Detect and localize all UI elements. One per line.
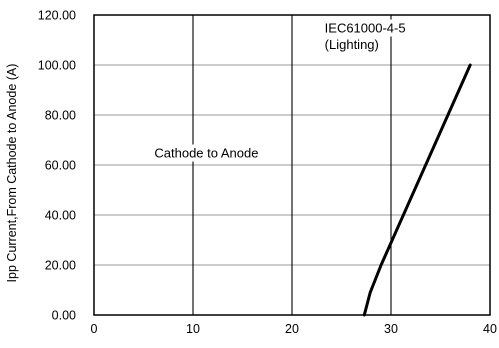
plot-frame: [93, 14, 491, 316]
x-tick-labels: 0 10 20 30 40: [91, 322, 497, 336]
annotation-backgrounds: [149, 19, 411, 162]
x-tick-label: 40: [483, 322, 497, 336]
annotation-background: [149, 144, 264, 162]
y-tick-label: 80.00: [45, 109, 76, 123]
annotation-label: (Lighting): [325, 37, 379, 52]
series-layer: [362, 63, 472, 317]
annotation-background: [319, 35, 384, 53]
annotation-label: Cathode to Anode: [154, 146, 258, 161]
y-tick-label: 100.00: [38, 59, 76, 73]
annotation-label: IEC61000-4-5: [325, 21, 406, 36]
y-tick-label: 40.00: [45, 209, 76, 223]
y-tick-label: 20.00: [45, 259, 76, 273]
y-axis-title: Ipp Current,From Cathode to Anode (A): [5, 64, 19, 283]
x-tick-label: 30: [384, 322, 398, 336]
x-tick-label: 0: [91, 322, 98, 336]
x-tick-label: 10: [186, 322, 200, 336]
y-tick-labels: 0.00 20.00 40.00 60.00 80.00 100.00 120.00: [38, 9, 76, 323]
series-line: [362, 63, 472, 317]
x-tick-label: 20: [285, 322, 299, 336]
grid: [94, 15, 490, 315]
annotation-background: [319, 19, 411, 37]
y-tick-label: 0.00: [52, 309, 76, 323]
y-tick-label: 120.00: [38, 9, 76, 23]
annotations: IEC61000-4-5(Lighting) Cathode to Anode: [154, 21, 405, 161]
y-tick-label: 60.00: [45, 159, 76, 173]
